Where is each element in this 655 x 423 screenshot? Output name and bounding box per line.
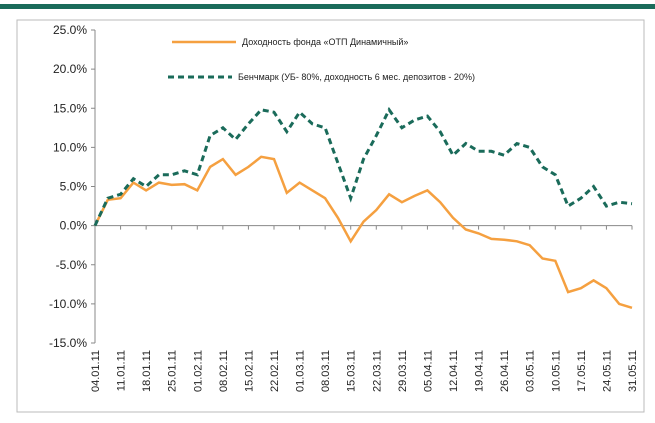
frame <box>16 19 645 413</box>
y-tick-label: 20.0% <box>53 62 87 76</box>
x-tick-label: 11.01.11 <box>116 350 128 391</box>
x-tick-label: 18.01.11 <box>141 350 153 392</box>
y-tick-label: 15.0% <box>53 101 87 115</box>
legend-label: Доходность фонда «ОТП Динамичный» <box>242 37 408 47</box>
x-tick-label: 25.01.11 <box>167 350 179 392</box>
y-tick-label: 10.0% <box>53 140 87 154</box>
x-tick-label: 08.03.11 <box>320 350 332 392</box>
y-tick-label: 25.0% <box>53 23 87 37</box>
x-tick-label: 10.05.11 <box>550 350 562 392</box>
x-tick-label: 03.05.11 <box>525 350 537 392</box>
x-tick-label: 17.05.11 <box>576 350 588 392</box>
x-tick-label: 22.02.11 <box>269 350 281 392</box>
legend-label: Бенчмарк (УБ- 80%, доходность 6 мес. деп… <box>238 72 475 82</box>
x-tick-label: 15.02.11 <box>243 350 255 392</box>
x-tick-label: 08.02.11 <box>218 350 230 392</box>
x-tick-label: 31.05.11 <box>627 350 639 392</box>
x-tick-label: 26.04.11 <box>499 350 511 392</box>
y-tick-label: 5.0% <box>60 180 88 194</box>
x-tick-label: 01.02.11 <box>192 350 204 392</box>
series-line <box>93 155 633 309</box>
x-tick-label: 05.04.11 <box>422 350 434 392</box>
x-tick-label: 12.04.11 <box>448 350 460 392</box>
x-tick-label: 01.03.11 <box>295 350 307 392</box>
series-line <box>93 106 633 227</box>
x-tick-label: 24.05.11 <box>601 350 613 392</box>
x-tick-label: 22.03.11 <box>371 350 383 392</box>
y-tick-label: -10.0% <box>49 297 87 311</box>
x-tick-label: 19.04.11 <box>474 350 486 392</box>
x-tick-label: 15.03.11 <box>346 350 358 392</box>
top-bar <box>0 4 655 9</box>
x-tick-label: 04.01.11 <box>90 350 102 392</box>
x-tick-label: 29.03.11 <box>397 350 409 392</box>
y-tick-label: -5.0% <box>56 258 88 272</box>
y-tick-label: 0.0% <box>60 219 88 233</box>
y-tick-label: -15.0% <box>49 336 87 350</box>
